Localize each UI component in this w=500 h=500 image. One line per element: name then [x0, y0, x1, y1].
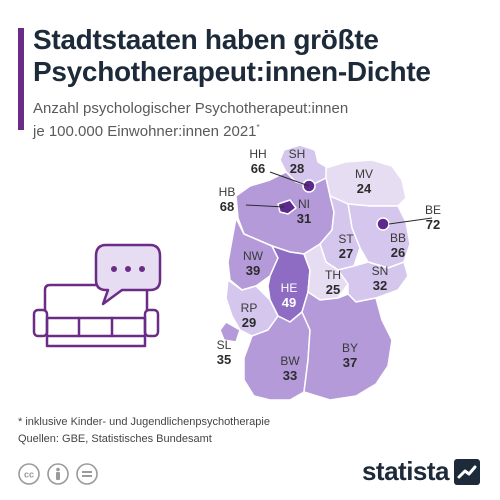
- page-title: Stadtstaaten haben größte Psychotherapeu…: [33, 24, 483, 88]
- state-code-th: TH: [325, 268, 341, 282]
- footnote-note: * inklusive Kinder- und Jugendlichenpsyc…: [18, 416, 270, 428]
- state-value-ni: 31: [297, 211, 311, 226]
- state-code-sl: SL: [217, 338, 232, 352]
- state-code-bb: BB: [390, 231, 406, 245]
- state-code-ni: NI: [298, 197, 310, 211]
- source-text: Quellen: GBE, Statistisches Bundesamt: [18, 433, 212, 445]
- state-region-hb: [277, 199, 297, 215]
- state-code-st: ST: [338, 232, 354, 246]
- subtitle-line-1: Anzahl psychologischer Psychotherapeut:i…: [33, 100, 349, 117]
- leader-line-hh: [269, 171, 310, 187]
- state-marker-be: [376, 217, 390, 231]
- state-code-sn: SN: [372, 264, 389, 278]
- state-code-hh: HH: [249, 147, 266, 161]
- subtitle-line-2: je 100.000 Einwohner:innen 2021*: [33, 118, 483, 141]
- state-value-st: 27: [339, 246, 353, 261]
- svg-text:cc: cc: [24, 470, 34, 480]
- attribution-icon[interactable]: [47, 463, 69, 485]
- title-line-2: Psychotherapeut:innen-Dichte: [33, 56, 431, 87]
- footnote: * inklusive Kinder- und Jugendlichenpsyc…: [18, 414, 270, 448]
- statista-mark-icon: [454, 458, 480, 485]
- state-value-sn: 32: [373, 278, 387, 293]
- couch-icon: [32, 283, 160, 348]
- statista-logo[interactable]: statista: [362, 456, 480, 487]
- state-value-sh: 28: [290, 161, 304, 176]
- state-region-th: [303, 243, 349, 301]
- state-value-mv: 24: [357, 181, 372, 196]
- subtitle: Anzahl psychologischer Psychotherapeut:i…: [33, 99, 483, 141]
- logo-text: statista: [361, 456, 450, 486]
- no-derivatives-icon[interactable]: [76, 463, 98, 485]
- state-region-nw: [227, 217, 279, 291]
- state-region-sn: [337, 261, 409, 303]
- subtitle-footnote-mark: *: [256, 123, 260, 132]
- state-code-bw: BW: [280, 354, 300, 368]
- state-region-by: [301, 291, 393, 401]
- cc-icon[interactable]: cc: [18, 463, 40, 485]
- state-code-sh: SH: [289, 147, 306, 161]
- state-value-sl: 35: [217, 352, 231, 367]
- state-value-th: 25: [326, 282, 340, 297]
- state-value-hh: 66: [251, 161, 265, 176]
- state-value-by: 37: [343, 355, 357, 370]
- state-code-nw: NW: [243, 249, 264, 263]
- state-code-he: HE: [281, 281, 298, 295]
- state-value-bw: 33: [283, 368, 297, 383]
- accent-bar: [18, 28, 24, 130]
- state-code-mv: MV: [355, 167, 373, 181]
- leader-line-be: [388, 217, 433, 225]
- state-code-hb: HB: [219, 185, 236, 199]
- subtitle-line-2-text: je 100.000 Einwohner:innen 2021: [33, 123, 257, 140]
- license-icons: cc: [18, 463, 98, 485]
- leader-line-hb: [245, 204, 285, 208]
- state-value-nw: 39: [246, 263, 260, 278]
- state-value-hb: 68: [220, 199, 234, 214]
- state-code-by: BY: [342, 341, 358, 355]
- state-region-sl: [219, 321, 241, 343]
- state-value-he: 49: [282, 295, 296, 310]
- state-value-rp: 29: [242, 315, 256, 330]
- state-value-bb: 26: [391, 245, 405, 260]
- state-value-be: 72: [426, 217, 440, 232]
- state-code-rp: RP: [241, 301, 258, 315]
- title-line-1: Stadtstaaten haben größte: [33, 24, 379, 55]
- speech-bubble-icon: [94, 243, 162, 306]
- state-code-be: BE: [425, 203, 441, 217]
